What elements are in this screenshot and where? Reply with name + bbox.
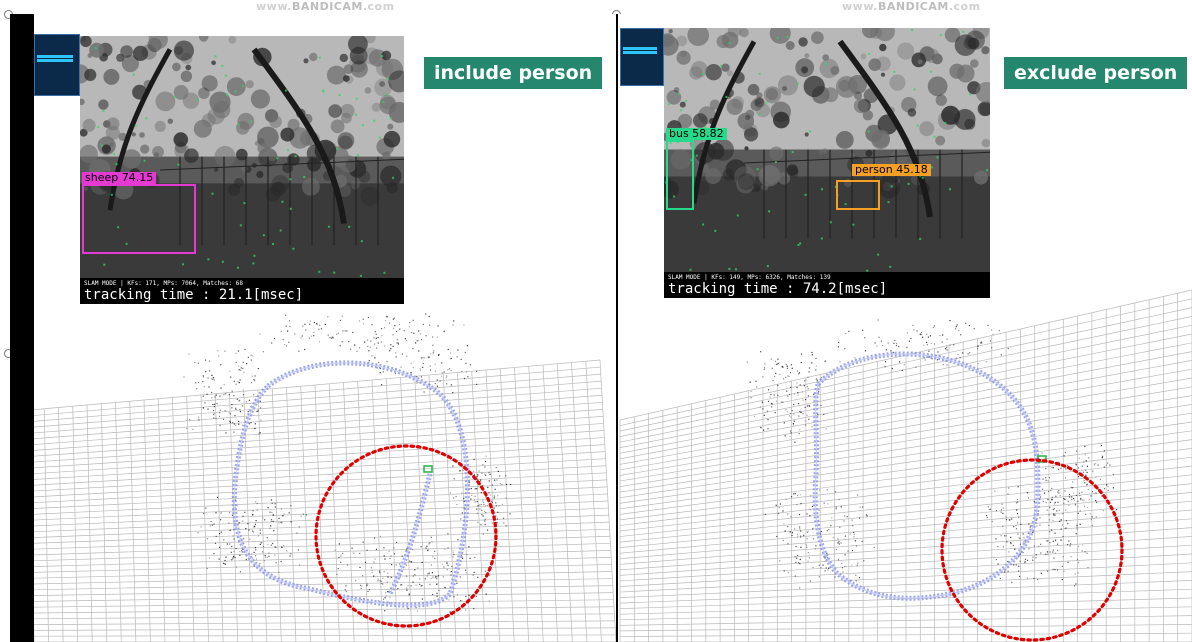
panel-exclude-person: bus 58.82 person 45.18 SLAM MODE | KFs: … — [618, 14, 1192, 642]
loop-highlight-circle — [940, 458, 1124, 642]
camera-status-bar-right: SLAM MODE | KFs: 149, MPs: 6326, Matches… — [664, 272, 990, 298]
watermark-right: www.BANDICAM.com — [842, 0, 981, 13]
watermark-left: www.BANDICAM.com — [256, 0, 395, 13]
fence — [159, 156, 404, 246]
camera-frame-left: sheep 74.15 SLAM MODE | KFs: 171, MPs: 7… — [80, 36, 404, 304]
detection-box-sheep — [82, 184, 196, 254]
camera-trajectory — [231, 360, 470, 608]
tree-trunks — [107, 47, 347, 225]
tracking-time: tracking time : 21.1[msec] — [84, 287, 304, 303]
left-black-bar — [10, 14, 34, 642]
ground-grid — [619, 289, 1192, 642]
camera-frame-right: bus 58.82 person 45.18 SLAM MODE | KFs: … — [664, 28, 990, 298]
detection-label-sheep: sheep 74.15 — [82, 172, 157, 184]
detection-label-bus: bus 58.82 — [666, 128, 727, 140]
mini-status-panel-right — [620, 28, 664, 86]
tree-trunks — [691, 39, 933, 218]
panel-label-badge: exclude person — [1004, 57, 1188, 89]
panel-divider — [616, 14, 619, 642]
slam-status-line: SLAM MODE | KFs: 149, MPs: 6326, Matches… — [668, 274, 831, 281]
camera-status-bar-left: SLAM MODE | KFs: 171, MPs: 7064, Matches… — [80, 278, 404, 304]
slam-status-line: SLAM MODE | KFs: 171, MPs: 7064, Matches… — [84, 280, 243, 287]
detection-label-person: person 45.18 — [852, 164, 931, 176]
loop-highlight-circle — [314, 444, 498, 628]
feature-points — [94, 47, 395, 277]
slam-map-view-left[interactable] — [10, 14, 616, 642]
slam-map-view-right[interactable] — [618, 14, 1192, 642]
panel-include-person: sheep 74.15 SLAM MODE | KFs: 171, MPs: 7… — [10, 14, 616, 642]
detection-box-person — [836, 180, 880, 210]
tracking-time: tracking time : 74.2[msec] — [668, 281, 888, 297]
current-keyframe-icon — [423, 465, 433, 473]
map-points — [183, 313, 512, 613]
tree-foliage — [664, 28, 990, 199]
mini-status-panel-left — [34, 34, 80, 96]
map-points — [746, 319, 1118, 589]
feature-points — [665, 29, 989, 272]
panel-label-badge: include person — [424, 57, 603, 89]
detection-box-bus — [666, 140, 694, 210]
